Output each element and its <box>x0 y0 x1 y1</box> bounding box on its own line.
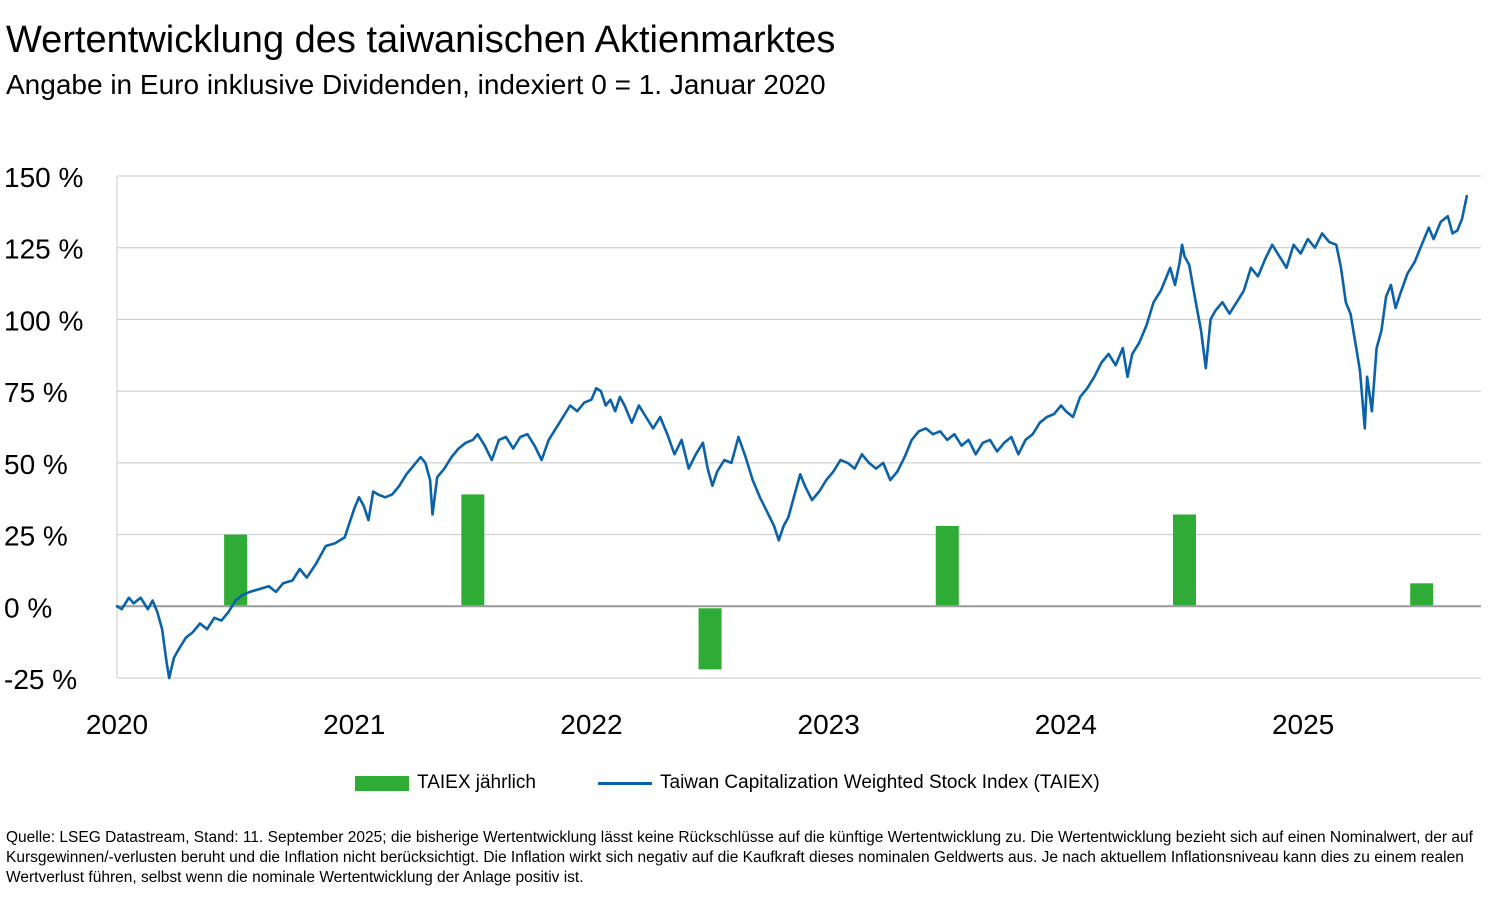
x-tick-label: 2021 <box>323 709 385 740</box>
y-tick-label: -25 % <box>4 664 77 695</box>
y-tick-label: 150 % <box>4 162 83 193</box>
y-tick-label: 0 % <box>4 592 52 623</box>
x-tick-label: 2023 <box>798 709 860 740</box>
series-line <box>115 194 1469 680</box>
x-tick-label: 2024 <box>1035 709 1097 740</box>
x-tick-label: 2025 <box>1272 709 1334 740</box>
bar <box>935 525 959 606</box>
legend-label-line: Taiwan Capitalization Weighted Stock Ind… <box>660 772 1100 793</box>
chart-title: Wertentwicklung des taiwanischen Aktienm… <box>6 19 836 61</box>
chart-plot: -25 % 0 % 25 % 50 % 75 % 100 % 125 % 150 % 2020… <box>4 162 1481 740</box>
line-series-taiex <box>115 194 1469 680</box>
bar-series-taiex-annual <box>224 494 1434 670</box>
y-tick-label: 75 % <box>4 377 68 408</box>
legend-swatch-line <box>598 781 652 785</box>
chart-legend: TAIEX jährlich Taiwan Capitalization Wei… <box>0 768 1500 798</box>
y-tick-label: 50 % <box>4 449 68 480</box>
bar <box>461 494 485 606</box>
legend-item-line: Taiwan Capitalization Weighted Stock Ind… <box>598 768 1100 798</box>
y-tick-label: 100 % <box>4 305 83 336</box>
legend-item-bars: TAIEX jährlich <box>355 768 536 798</box>
bar <box>1172 514 1196 606</box>
x-tick-label: 2022 <box>560 709 622 740</box>
bar <box>1410 583 1434 606</box>
chart-subtitle: Angabe in Euro inklusive Dividenden, ind… <box>6 69 826 100</box>
x-tick-label: 2020 <box>86 709 148 740</box>
legend-label-bars: TAIEX jährlich <box>417 772 536 793</box>
x-axis-tick-labels: 2020 2021 2022 2023 2024 2025 <box>86 709 1334 740</box>
bar <box>698 608 722 670</box>
y-tick-label: 125 % <box>4 234 83 265</box>
legend-swatch-bar <box>355 775 409 791</box>
source-footnote: Quelle: LSEG Datastream, Stand: 11. Sept… <box>6 829 1473 886</box>
y-axis-tick-labels: -25 % 0 % 25 % 50 % 75 % 100 % 125 % 150 % <box>4 162 83 695</box>
y-tick-label: 25 % <box>4 521 68 552</box>
bar <box>224 534 248 606</box>
